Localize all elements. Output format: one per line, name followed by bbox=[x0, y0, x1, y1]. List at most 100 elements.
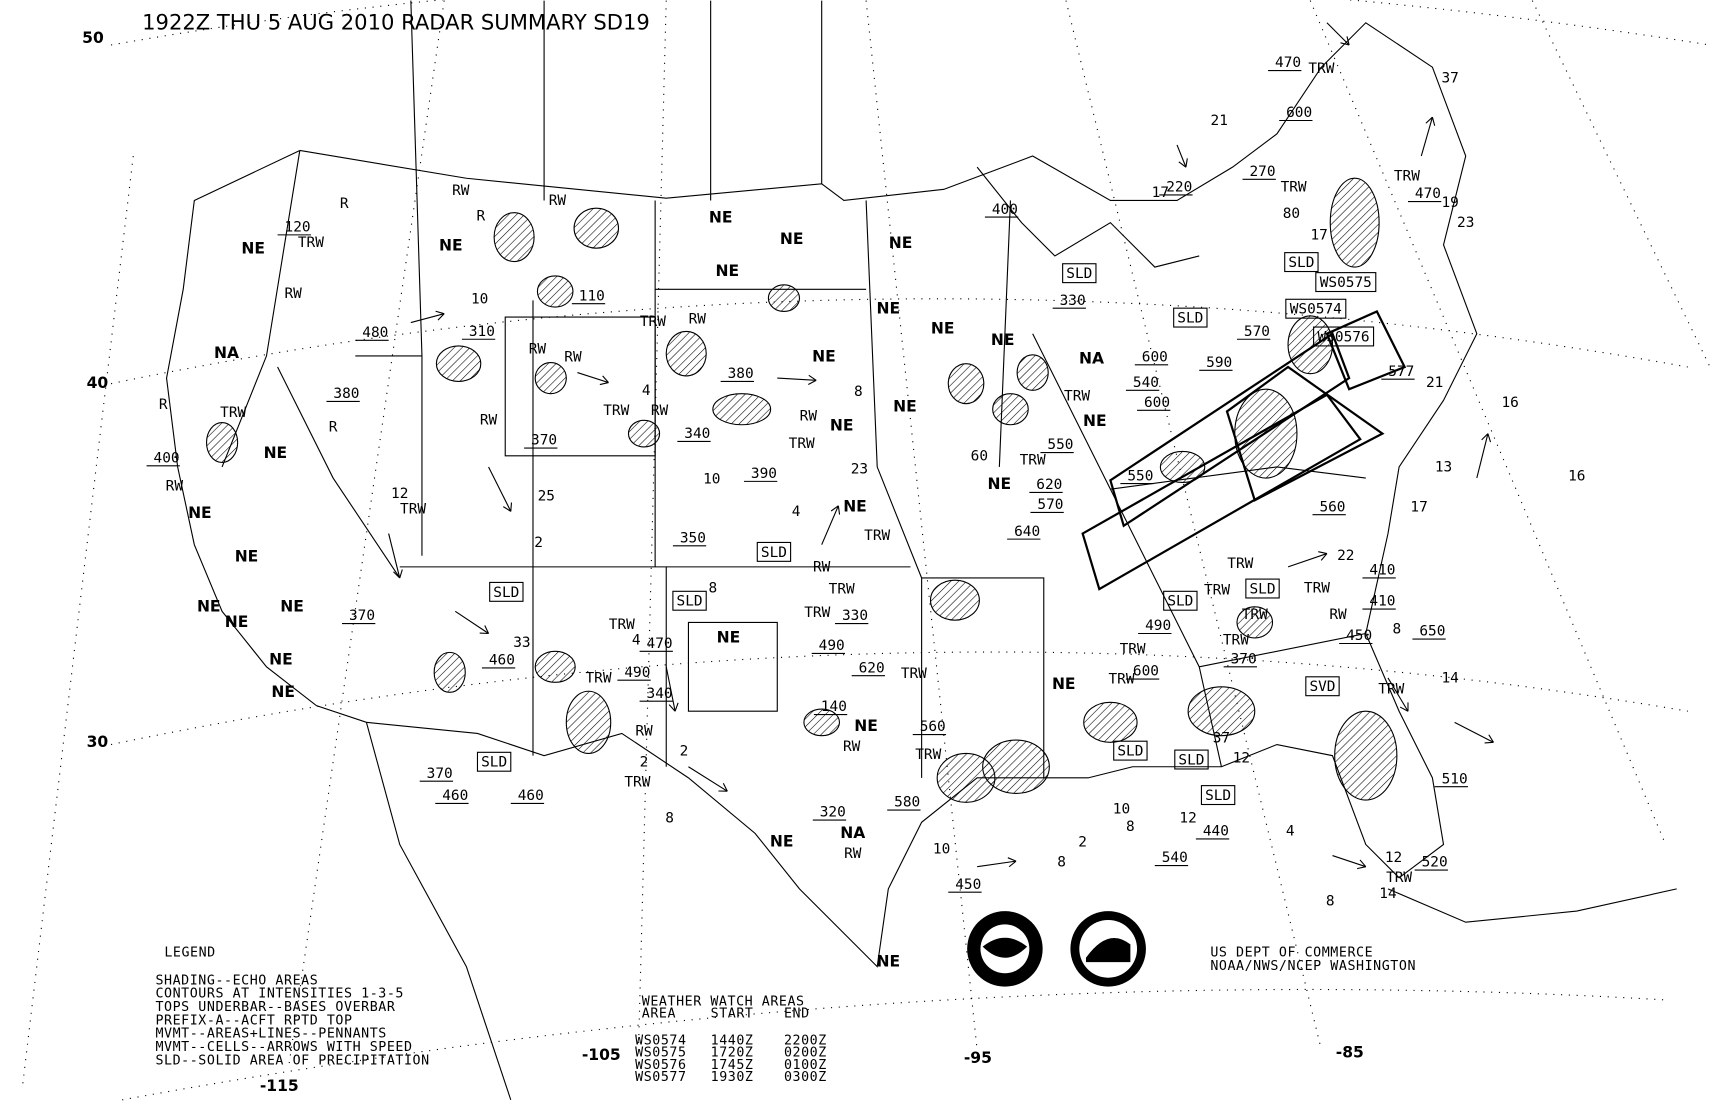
baja-coast bbox=[365, 722, 512, 1101]
watch-end: 0100Z bbox=[784, 1058, 827, 1073]
map-label: TRW bbox=[400, 502, 426, 518]
watch-areas-table: WEATHER WATCH AREAS AREA START END WS057… bbox=[635, 994, 827, 1085]
watch-row: WS0577 1930Z 0300Z bbox=[635, 1070, 826, 1085]
map-label: NE bbox=[770, 833, 794, 851]
map-label: 450 bbox=[955, 877, 981, 893]
map-label: 4 bbox=[642, 383, 651, 399]
map-label: 60 bbox=[971, 448, 988, 464]
map-label: 16 bbox=[1501, 395, 1518, 411]
lon-label: -115 bbox=[260, 1077, 299, 1095]
map-label: 600 bbox=[1142, 349, 1168, 365]
map-label: RW bbox=[452, 183, 470, 199]
map-label: 540 bbox=[1133, 375, 1159, 391]
map-label: SLD bbox=[1117, 744, 1143, 760]
movement-arrow-icon bbox=[665, 666, 679, 712]
map-label: 490 bbox=[624, 665, 650, 681]
watch-box bbox=[1325, 310, 1407, 391]
map-label: 600 bbox=[1144, 395, 1170, 411]
map-label: 550 bbox=[1127, 468, 1153, 484]
movement-arrow-icon bbox=[1287, 551, 1328, 568]
watch-row: WS0576 1745Z 0100Z bbox=[635, 1058, 827, 1073]
legend-line: CONTOURS AT INTENSITIES 1-3-5 bbox=[155, 987, 404, 1002]
map-label: NE bbox=[280, 597, 304, 615]
map-label: RW bbox=[564, 349, 582, 365]
map-label: 37 bbox=[1441, 71, 1458, 87]
map-label: 600 bbox=[1286, 105, 1312, 121]
solid-area-box bbox=[1305, 676, 1340, 697]
map-label: 22 bbox=[1337, 548, 1354, 564]
map-label: 4 bbox=[632, 633, 641, 649]
map-label: 4 bbox=[1286, 824, 1295, 840]
map-label: 460 bbox=[442, 788, 468, 804]
map-label: 270 bbox=[1249, 164, 1275, 180]
map-label: 14 bbox=[1379, 886, 1396, 902]
map-label: 17 bbox=[1310, 227, 1327, 243]
echo-area bbox=[712, 393, 772, 426]
map-label: SLD bbox=[1167, 594, 1193, 610]
solid-area-box bbox=[1163, 590, 1198, 611]
map-label: TRW bbox=[1308, 61, 1334, 77]
echo-area bbox=[1187, 686, 1256, 737]
movement-arrows bbox=[388, 22, 1494, 870]
map-label: 12 bbox=[1233, 750, 1250, 766]
map-label: 470 bbox=[1275, 55, 1301, 71]
longitude-line bbox=[288, 0, 445, 1067]
map-label: 12 bbox=[391, 486, 408, 502]
solid-area-box bbox=[1200, 785, 1236, 806]
map-label: NE bbox=[1083, 412, 1107, 430]
echo-area bbox=[565, 690, 612, 754]
map-label: RW bbox=[800, 408, 818, 424]
longitude-line bbox=[1531, 0, 1711, 368]
map-label: 520 bbox=[1422, 855, 1448, 871]
map-label: NE bbox=[197, 597, 221, 615]
movement-arrow-icon bbox=[410, 310, 445, 324]
solid-area-box bbox=[1113, 740, 1148, 761]
solid-area-box bbox=[489, 581, 524, 602]
watch-box bbox=[1225, 365, 1385, 502]
map-label: 14 bbox=[1441, 670, 1458, 686]
nws-logo bbox=[1070, 911, 1146, 987]
map-label: 33 bbox=[513, 635, 530, 651]
watch-col-area: AREA bbox=[642, 1007, 676, 1022]
map-label: 37 bbox=[1213, 730, 1230, 746]
graticule bbox=[21, 0, 1711, 1101]
map-label: TRW bbox=[1242, 607, 1268, 623]
map-label: 410 bbox=[1369, 563, 1395, 579]
map-label: RW bbox=[549, 193, 567, 209]
map-label: 540 bbox=[1162, 850, 1188, 866]
solid-area-box bbox=[1245, 578, 1280, 599]
echo-area bbox=[1236, 606, 1274, 639]
echo-area bbox=[573, 207, 620, 249]
map-label: TRW bbox=[1378, 681, 1404, 697]
map-label: NE bbox=[241, 240, 265, 258]
state-boundary bbox=[865, 200, 923, 778]
longitude-line bbox=[21, 155, 134, 1089]
watch-row: WS0574 1440Z 2200Z bbox=[635, 1033, 827, 1048]
map-label: 310 bbox=[469, 324, 495, 340]
map-label: 410 bbox=[1369, 594, 1395, 610]
map-label: TRW bbox=[1064, 388, 1090, 404]
legend-line: MVMT--CELLS--ARROWS WITH SPEED bbox=[155, 1040, 412, 1055]
movement-arrow-icon bbox=[577, 372, 609, 386]
state-boundary bbox=[1199, 632, 1366, 668]
map-label: R bbox=[329, 419, 338, 435]
map-label: 140 bbox=[821, 699, 847, 715]
map-label: 380 bbox=[333, 386, 359, 402]
watch-col-start: START bbox=[711, 1007, 754, 1022]
echo-area bbox=[1334, 710, 1398, 801]
solid-area-box bbox=[1285, 298, 1347, 319]
echo-area bbox=[1159, 450, 1206, 484]
map-label: 370 bbox=[531, 433, 557, 449]
map-label: 577 bbox=[1388, 364, 1414, 380]
map-label: SLD bbox=[677, 594, 703, 610]
map-label: 13 bbox=[1435, 459, 1452, 475]
latitude-line bbox=[110, 651, 1688, 746]
watch-end: 2200Z bbox=[784, 1033, 827, 1048]
map-label: 2 bbox=[1078, 835, 1087, 851]
map-label: 330 bbox=[842, 608, 868, 624]
map-label: 460 bbox=[489, 653, 515, 669]
map-label: 400 bbox=[992, 202, 1018, 218]
map-label: 25 bbox=[538, 488, 555, 504]
map-label: 450 bbox=[1346, 628, 1372, 644]
map-label: 8 bbox=[1057, 855, 1066, 871]
